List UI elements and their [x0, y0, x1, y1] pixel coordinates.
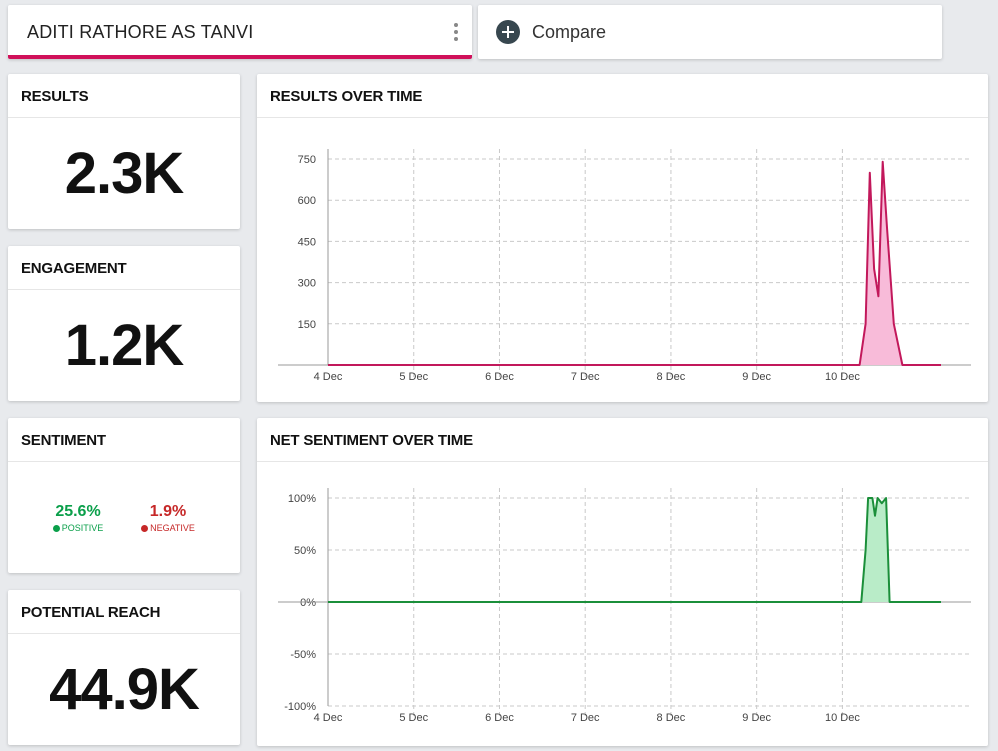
y-tick-label: 450 [298, 236, 316, 248]
results-title: RESULTS [8, 74, 240, 118]
sentiment-card: SENTIMENT 25.6% POSITIVE 1.9% NEGATIVE [8, 418, 240, 573]
y-tick-label: 300 [298, 278, 316, 290]
sentiment-chart-title: NET SENTIMENT OVER TIME [257, 418, 988, 462]
x-tick-label: 10 Dec [825, 712, 860, 724]
reach-title: POTENTIAL REACH [8, 590, 240, 634]
smile-icon [53, 525, 60, 532]
x-tick-label: 10 Dec [825, 371, 860, 383]
positive-sentiment: 25.6% POSITIVE [38, 503, 118, 533]
x-tick-label: 8 Dec [657, 712, 686, 724]
x-tick-label: 9 Dec [742, 712, 771, 724]
query-tab-label: ADITI RATHORE AS TANVI [27, 22, 253, 43]
x-tick-label: 4 Dec [314, 712, 343, 724]
y-tick-label: 750 [298, 154, 316, 166]
active-tab-underline [8, 55, 472, 59]
positive-value: 25.6% [38, 503, 118, 521]
series-line[interactable] [328, 162, 941, 365]
x-tick-label: 5 Dec [399, 712, 428, 724]
x-tick-label: 9 Dec [742, 371, 771, 383]
plus-circle-icon[interactable] [496, 20, 520, 44]
reach-card: POTENTIAL REACH 44.9K [8, 590, 240, 745]
y-tick-label: -100% [284, 701, 316, 713]
more-vertical-icon[interactable] [452, 23, 460, 43]
y-tick-label: -50% [290, 649, 316, 661]
results-chart-title: RESULTS OVER TIME [257, 74, 988, 118]
y-tick-label: 50% [294, 545, 316, 557]
y-tick-label: 150 [298, 319, 316, 331]
x-tick-label: 7 Dec [571, 712, 600, 724]
engagement-value: 1.2K [8, 312, 240, 379]
engagement-title: ENGAGEMENT [8, 246, 240, 290]
negative-value: 1.9% [128, 503, 208, 521]
frown-icon [141, 525, 148, 532]
sentiment-over-time-card: NET SENTIMENT OVER TIME -100% -50% 0% 50% 10… [257, 418, 988, 746]
y-tick-label: 100% [288, 493, 316, 505]
results-over-time-card: RESULTS OVER TIME 150 300 450 600 750 4 Dec 5 … [257, 74, 988, 402]
sentiment-title: SENTIMENT [8, 418, 240, 462]
compare-label: Compare [532, 22, 606, 43]
negative-sentiment: 1.9% NEGATIVE [128, 503, 208, 533]
x-tick-label: 7 Dec [571, 371, 600, 383]
engagement-card: ENGAGEMENT 1.2K [8, 246, 240, 401]
compare-button[interactable]: Compare [478, 5, 942, 59]
reach-value: 44.9K [8, 656, 240, 723]
results-value: 2.3K [8, 140, 240, 207]
x-tick-label: 6 Dec [485, 712, 514, 724]
series-area [328, 162, 941, 365]
sentiment-over-time-chart: -100% -50% 0% 50% 100% 4 Dec 5 Dec 6 Dec 7 Dec 8 … [257, 462, 988, 746]
y-tick-label: 0% [300, 597, 316, 609]
x-tick-label: 8 Dec [657, 371, 686, 383]
x-tick-label: 4 Dec [314, 371, 343, 383]
y-tick-label: 600 [298, 195, 316, 207]
negative-label: NEGATIVE [150, 523, 195, 533]
results-over-time-chart: 150 300 450 600 750 4 Dec 5 Dec 6 Dec 7 Dec 8 Dec… [257, 118, 988, 402]
results-card: RESULTS 2.3K [8, 74, 240, 229]
query-tab[interactable]: ADITI RATHORE AS TANVI [8, 5, 472, 59]
x-tick-label: 6 Dec [485, 371, 514, 383]
positive-label: POSITIVE [62, 523, 104, 533]
x-tick-label: 5 Dec [399, 371, 428, 383]
